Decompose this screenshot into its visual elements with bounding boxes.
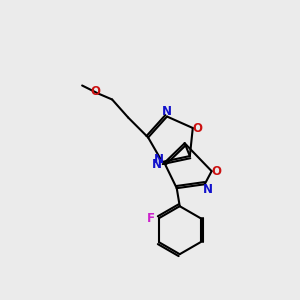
Text: F: F	[147, 212, 155, 225]
Text: N: N	[152, 158, 162, 171]
Text: N: N	[162, 105, 172, 118]
Text: N: N	[154, 153, 164, 166]
Text: O: O	[212, 165, 222, 178]
Text: O: O	[90, 85, 100, 98]
Text: N: N	[203, 183, 213, 196]
Text: O: O	[193, 122, 203, 134]
